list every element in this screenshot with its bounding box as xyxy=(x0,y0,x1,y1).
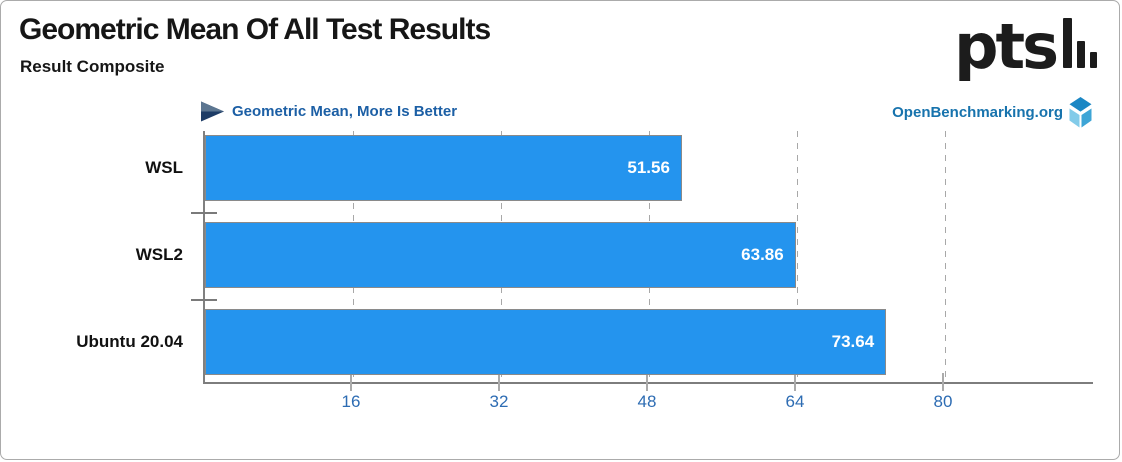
chart-subtitle: Result Composite xyxy=(20,57,165,76)
x-tick-label: 32 xyxy=(489,392,509,411)
x-tick-label: 16 xyxy=(341,392,361,411)
category-label: WSL2 xyxy=(135,245,183,264)
bar-value-label: 63.86 xyxy=(741,245,784,264)
x-tick-label: 64 xyxy=(785,392,805,411)
plot-area: 51.56 63.86 73.64 xyxy=(191,131,1093,384)
bar-value-label: 51.56 xyxy=(627,158,670,177)
gridline xyxy=(796,131,798,382)
bar-chart-icon xyxy=(1063,18,1097,72)
bar: 51.56 xyxy=(205,135,682,201)
pts-logo: pts xyxy=(954,3,1097,91)
gridline xyxy=(945,131,946,382)
chart-legend: Geometric Mean, More Is Better xyxy=(200,101,457,122)
category-label: Ubuntu 20.04 xyxy=(76,332,183,351)
bar-value-label: 73.64 xyxy=(831,332,875,351)
y-axis-tick xyxy=(191,298,217,301)
chart-title: Geometric Mean Of All Test Results xyxy=(19,13,491,46)
x-tick-label: 48 xyxy=(637,392,657,411)
openbenchmarking-link[interactable]: OpenBenchmarking.org xyxy=(892,97,1093,128)
category-labels: WSL WSL2 Ubuntu 20.04 xyxy=(1,131,193,382)
pts-logo-text: pts xyxy=(954,10,1059,83)
bar: 73.64 xyxy=(205,309,887,375)
legend-label: Geometric Mean, More Is Better xyxy=(232,103,458,120)
x-tick-labels: 16 32 48 64 80 xyxy=(203,392,1091,416)
y-axis-tick xyxy=(191,211,217,214)
category-label: WSL xyxy=(145,158,183,177)
play-arrow-icon xyxy=(201,101,224,122)
bar: 63.86 xyxy=(205,222,796,288)
openbenchmarking-label[interactable]: OpenBenchmarking.org xyxy=(892,104,1063,121)
x-tick-label: 80 xyxy=(933,392,953,411)
openbenchmarking-cube-icon xyxy=(1069,97,1092,128)
